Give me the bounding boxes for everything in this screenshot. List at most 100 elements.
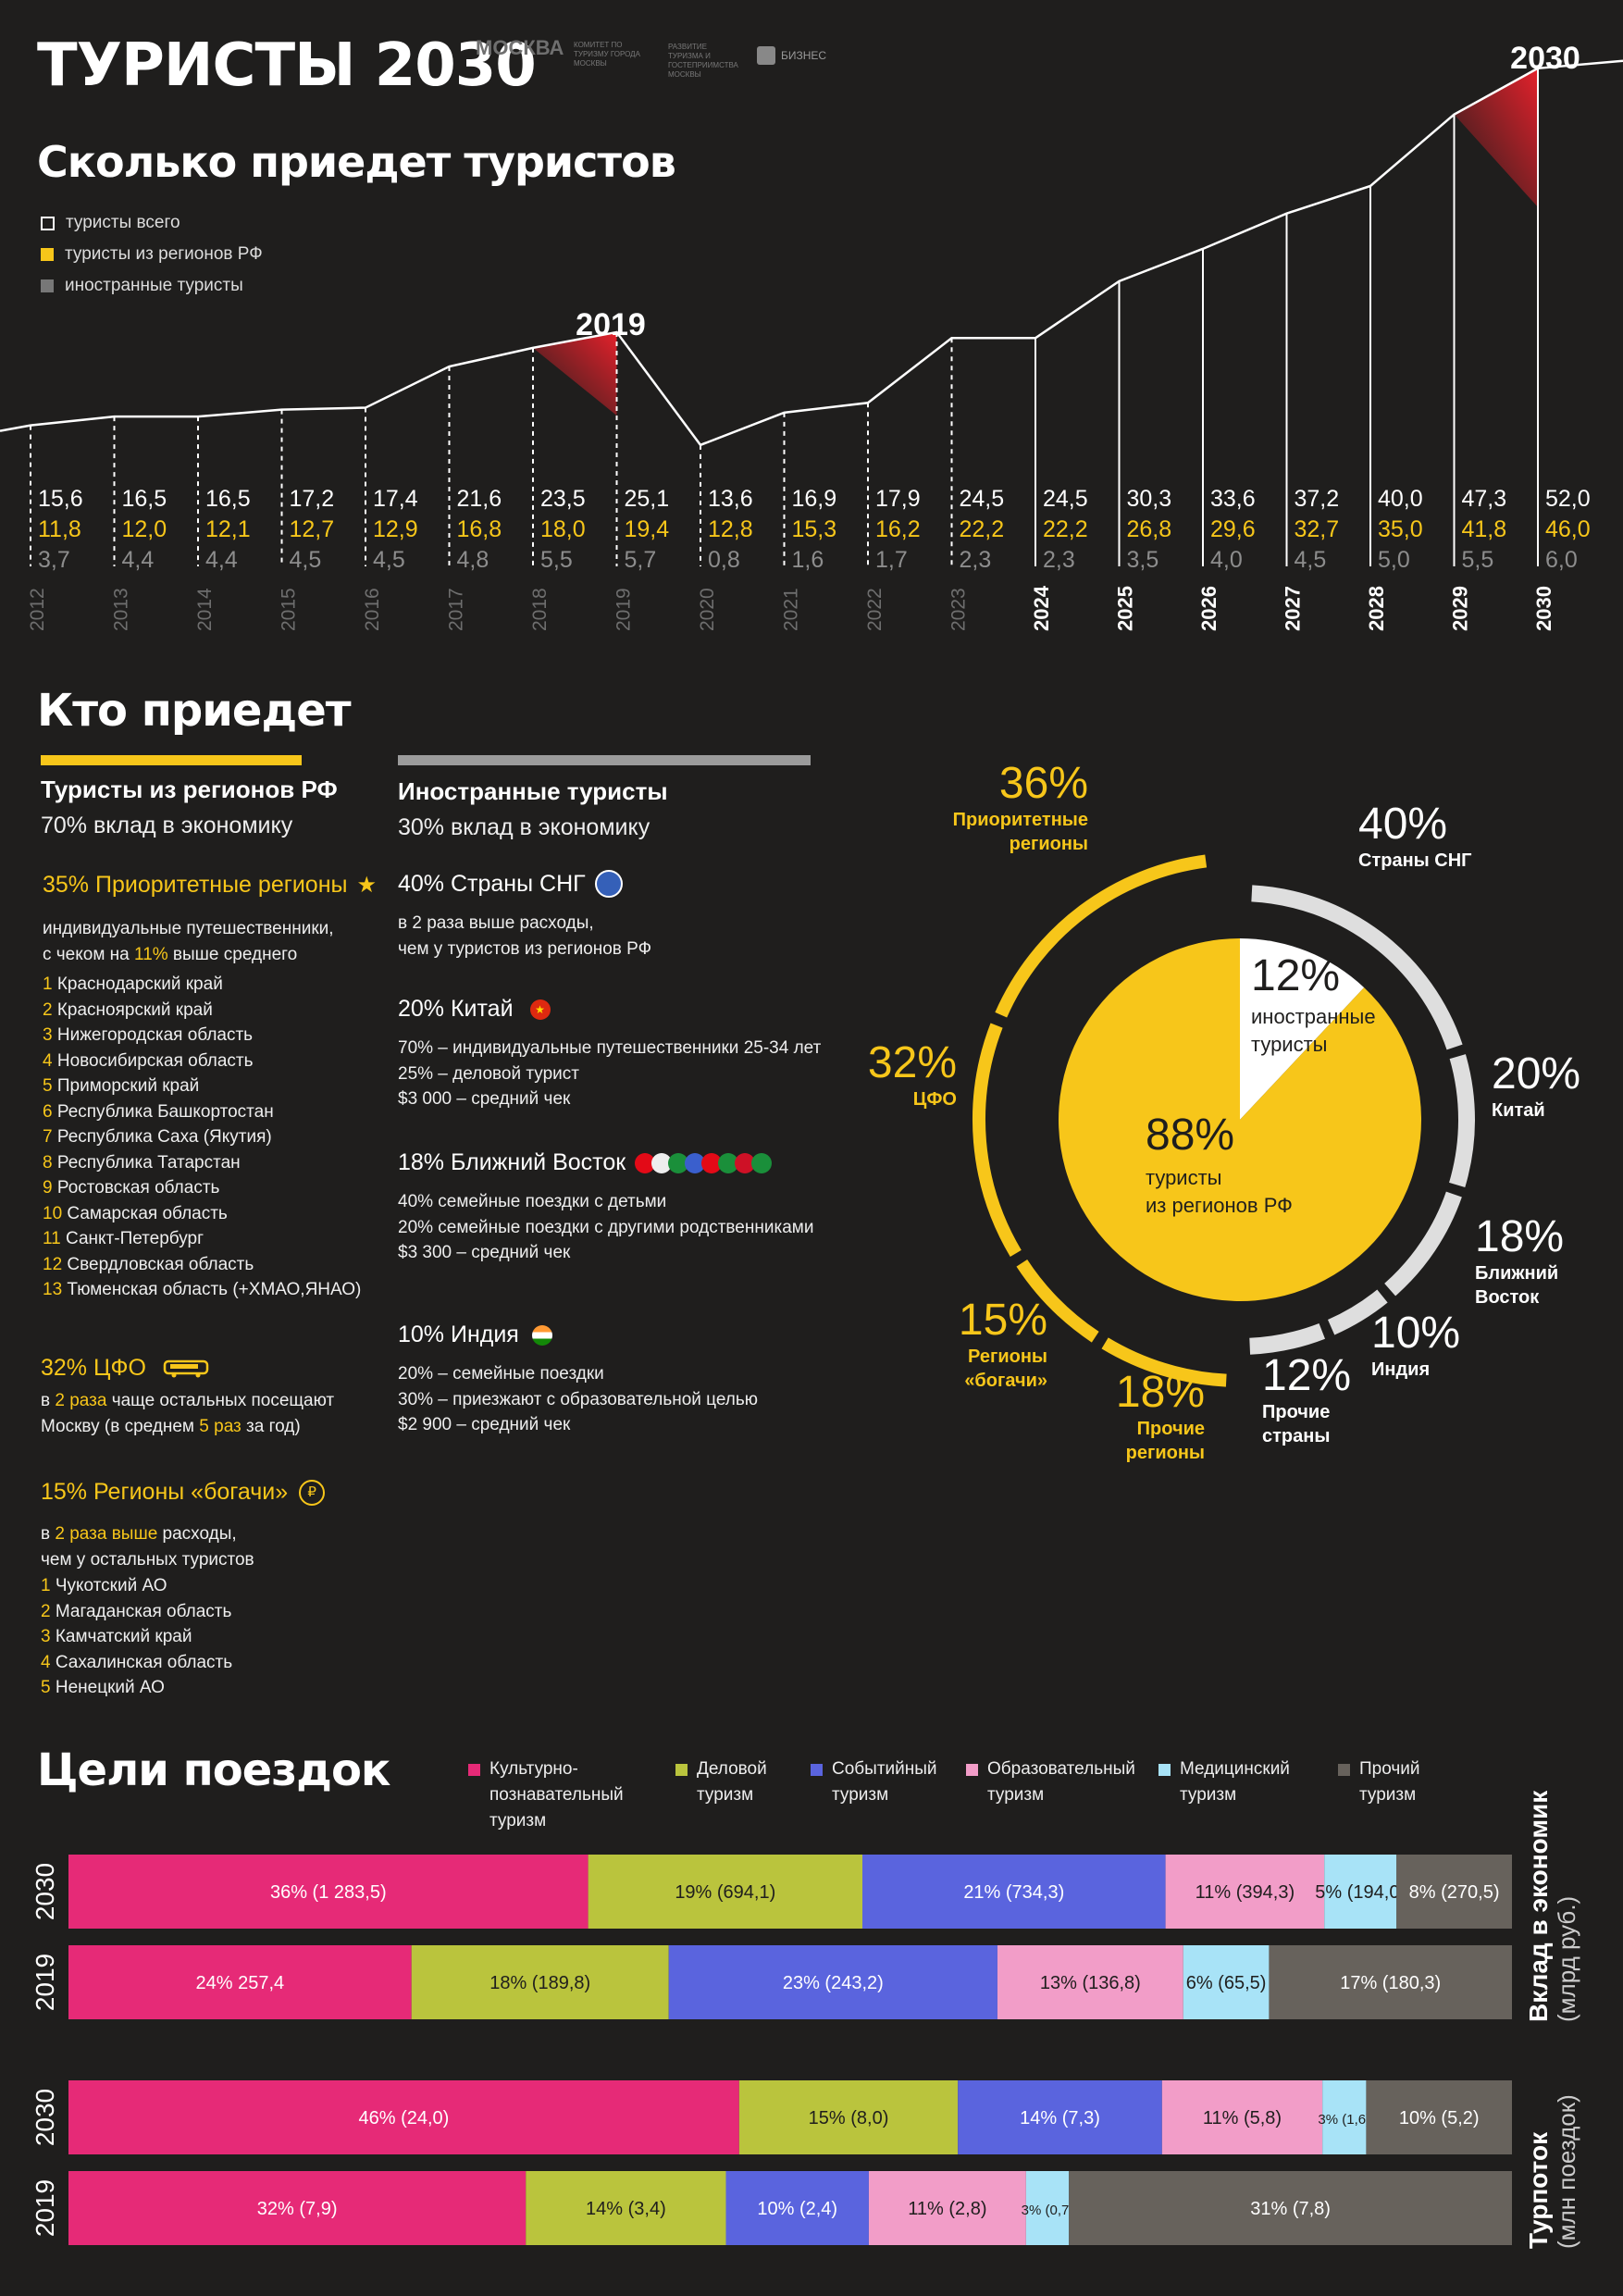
foreign-subtitle: 30% вклад в экономику (398, 814, 650, 840)
region-item: 11 Санкт-Петербург (43, 1229, 204, 1248)
bar-segment (1183, 1945, 1270, 2019)
regions-value-label: 46,0 (1545, 516, 1591, 542)
year-tick-label: 2015 (279, 588, 300, 631)
regions-value-label: 22,2 (960, 516, 1005, 542)
bar-segment-label: 3% (1,6) (1318, 2112, 1370, 2128)
year-tick-label: 2028 (1365, 586, 1388, 631)
bar-year-label: 2019 (31, 2179, 59, 2237)
region-item: 3 Камчатский край (41, 1627, 192, 1646)
logo-business: БИЗНЕС (757, 46, 826, 65)
ring-label: регионы (1010, 834, 1088, 854)
foreign-value-label: 3,7 (38, 547, 70, 573)
bar-segment-label: 10% (2,4) (757, 2199, 837, 2219)
bar-segment (958, 2080, 1162, 2154)
bar-segment-label: 21% (734,3) (963, 1882, 1064, 1903)
highlight-2030-label: 2030 (1510, 41, 1580, 76)
foreign-value-label: 2,3 (1043, 547, 1075, 573)
bar-segment-label: 18% (189,8) (489, 1973, 590, 1993)
legend-regions: туристы из регионов РФ (41, 244, 263, 265)
foreign-value-label: 3,5 (1127, 547, 1159, 573)
ring-pct-label: 36% (999, 759, 1088, 808)
year-tick-label: 2012 (27, 588, 48, 631)
legend-total: туристы всего (41, 213, 180, 233)
ring-segment-foreign (1249, 1322, 1326, 1355)
goals-legend-item: Событийный туризм (811, 1756, 949, 1834)
total-series-line (0, 59, 1623, 447)
ring-pct-label: 32% (868, 1038, 957, 1087)
page-title: ТУРИСТЫ 2030 (37, 31, 537, 100)
goals-stacked-bar-chart: 36% (1 283,5) 19% (694,1) 21% (734,3) 11% (… (31, 1855, 1512, 2245)
ring-label: Приоритетные (953, 810, 1088, 830)
ring-label: Регионы (968, 1347, 1047, 1367)
regions-value-label: 12,0 (122, 516, 167, 542)
foreign-group-india: 10% Индия 20% – семейные поездки 30% – пр… (398, 1322, 759, 1434)
year-tick-label: 2016 (362, 588, 383, 631)
ring-pct-label: 18% (1475, 1212, 1564, 1261)
ring-label: Восток (1475, 1287, 1540, 1308)
region-item: 1 Чукотский АО (41, 1576, 167, 1595)
bar-segment-label: 10% (5,2) (1399, 2108, 1480, 2128)
tourists-donut-chart: 12% иностранные туристы 88% туристы из регион… (868, 759, 1580, 1463)
foreign-value-label: 4,5 (290, 547, 322, 573)
goals-legend-item: Медицинский туризм (1158, 1756, 1321, 1834)
goals-legend-item: Деловой туризм (675, 1756, 794, 1834)
svg-text:Вклад в экономику: Вклад в экономику (1527, 1791, 1553, 2022)
total-value-label: 17,2 (290, 486, 335, 512)
total-value-label: 25,1 (625, 486, 670, 512)
section-title-who: Кто приедет (37, 685, 352, 737)
legend-swatch (811, 1764, 823, 1776)
ring-label: страны (1262, 1426, 1330, 1446)
region-item: 1 Краснодарский край (43, 974, 223, 994)
ring-label: Китай (1492, 1100, 1545, 1121)
region-item: 6 Республика Башкортостан (43, 1101, 274, 1122)
total-value-label: 13,6 (708, 486, 753, 512)
foreign-value-label: 2,3 (960, 547, 992, 573)
ring-label: Прочие (1137, 1419, 1205, 1439)
rich-desc: в 2 раза выше расходы, чем у остальных т… (41, 1524, 254, 1570)
bar-segment-label: 17% (180,3) (1340, 1973, 1441, 1993)
total-value-label: 37,2 (1295, 486, 1340, 512)
highlight-2030-shade (1454, 68, 1538, 207)
bar-segment (725, 2171, 869, 2245)
bar-segment (1322, 2080, 1367, 2154)
regions-value-label: 12,1 (205, 516, 251, 542)
foreign-value-label: 0,8 (708, 547, 740, 573)
total-value-label: 17,9 (875, 486, 921, 512)
pie-label-foreign: иностранные (1251, 1005, 1376, 1028)
bar-segment-label: 31% (7,8) (1250, 2199, 1331, 2219)
ring-label: Страны СНГ (1358, 850, 1472, 871)
region-item: 8 Республика Татарстан (43, 1152, 241, 1173)
middle-east-flags-icon (635, 1152, 773, 1173)
year-tick-label: 2014 (194, 588, 216, 631)
bar-segment-label: 14% (3,4) (586, 2199, 666, 2219)
legend-swatch (468, 1764, 480, 1776)
bar-segment (526, 2171, 726, 2245)
rich-regions-list: 1 Чукотский АО 2 Магаданская область 3 Кам… (41, 1573, 232, 1701)
foreign-group-middle-east: 18% Ближний Восток 40% семейные поездки … (398, 1149, 814, 1262)
bar-segment (1366, 2080, 1512, 2154)
regions-value-label: 41,8 (1462, 516, 1507, 542)
regions-value-label: 19,4 (625, 516, 670, 542)
year-tick-label: 2023 (948, 588, 970, 631)
legend-swatch-foreign (41, 279, 54, 292)
ring-segment-ru (1101, 1337, 1227, 1387)
svg-text:(млн поездок): (млн поездок) (1553, 2094, 1580, 2249)
ring-segment-foreign (1327, 1289, 1388, 1335)
bar-segment-label: 19% (694,1) (675, 1882, 775, 1903)
bar-segment (997, 1945, 1183, 2019)
region-item: 3 Нижегородская область (43, 1025, 254, 1045)
bar-segment-label: 15% (8,0) (809, 2108, 889, 2128)
total-value-label: 16,5 (122, 486, 167, 512)
foreign-value-label: 1,6 (792, 547, 824, 573)
total-value-label: 16,5 (205, 486, 251, 512)
ring-label: Индия (1371, 1359, 1430, 1380)
bar-segment (1324, 1855, 1397, 1929)
region-item: 10 Самарская область (43, 1203, 228, 1223)
bar-segment-label: 14% (7,3) (1020, 2108, 1100, 2128)
bar-segment (68, 1945, 412, 2019)
priority-heading: 35% Приоритетные регионы ★ (43, 872, 377, 898)
total-value-label: 23,5 (540, 486, 586, 512)
year-tick-label: 2029 (1449, 586, 1472, 631)
ring-segment-ru (1016, 1259, 1099, 1343)
ru-section-bar (41, 755, 302, 765)
